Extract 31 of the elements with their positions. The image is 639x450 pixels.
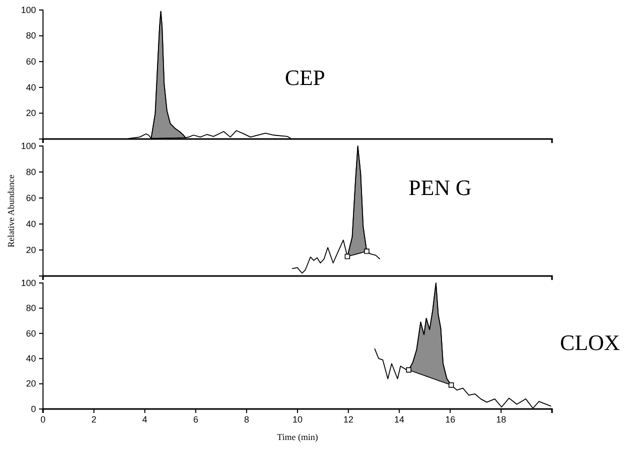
x-axis-title: Time (min) — [277, 432, 318, 442]
x-tick-label: 12 — [343, 414, 354, 424]
x-tick-label: 0 — [40, 414, 46, 424]
y-tick-label: 20 — [26, 244, 36, 255]
y-axis-title: Relative Abundance — [6, 174, 16, 248]
y-tick-label: 60 — [26, 56, 36, 66]
text: CLOX — [560, 330, 620, 355]
y-tick-label: 100 — [20, 140, 36, 151]
y-tick-label: 60 — [26, 192, 36, 203]
text: PEN G — [408, 175, 472, 200]
x-tick-label: 6 — [193, 414, 198, 424]
y-tick-label: 40 — [26, 218, 36, 229]
x-tick-label: 2 — [91, 414, 96, 424]
y-tick-label: 20 — [26, 378, 36, 389]
y-tick-label: 80 — [26, 166, 36, 177]
x-tick-label: 10 — [292, 414, 303, 424]
y-tick-label: 60 — [26, 328, 36, 338]
y-tick-label: 40 — [26, 82, 36, 92]
y-tick-label: 100 — [20, 4, 36, 15]
x-tick-label: 8 — [244, 414, 250, 424]
y-tick-label: 80 — [26, 30, 36, 41]
y-tick-label: 100 — [20, 278, 36, 288]
x-tick-label: 18 — [496, 414, 506, 424]
y-tick-label: 20 — [26, 108, 36, 118]
y-tick-label: 0 — [30, 404, 36, 414]
x-tick-label: 14 — [394, 414, 404, 424]
text: CEP — [284, 65, 326, 90]
y-tick-label: 80 — [26, 303, 36, 314]
x-tick-label: 16 — [445, 414, 456, 424]
x-tick-label: 4 — [142, 414, 148, 424]
y-tick-label: 40 — [26, 353, 36, 364]
